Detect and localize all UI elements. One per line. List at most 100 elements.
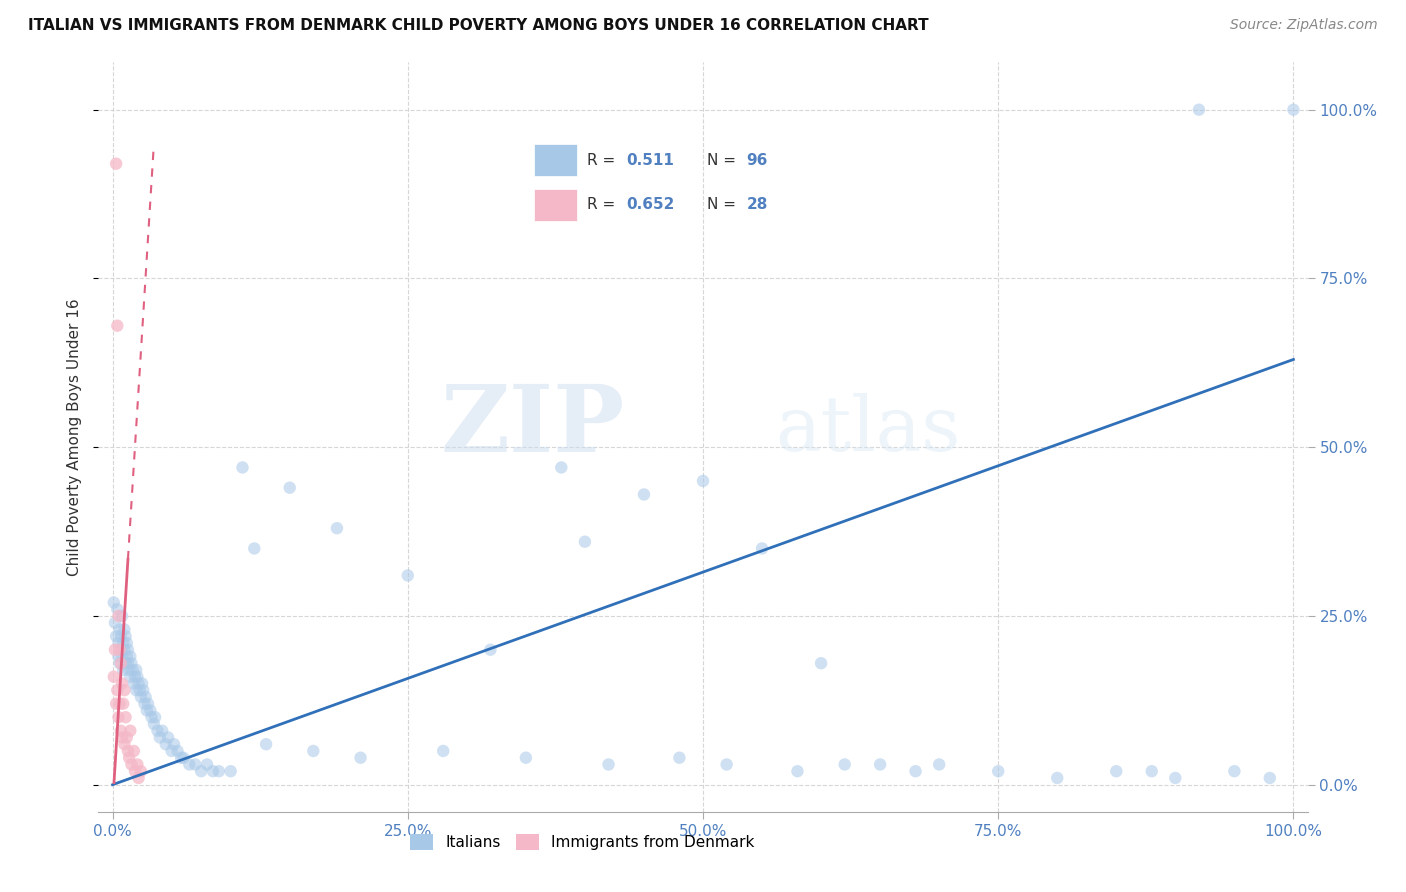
Italians	[110, 629, 132, 643]
Italians	[1105, 764, 1128, 779]
Immigrants from Denmark	[120, 723, 142, 738]
Italians	[135, 703, 157, 717]
Immigrants from Denmark	[110, 723, 132, 738]
Italians	[231, 460, 253, 475]
Italians	[219, 764, 242, 779]
Italians	[598, 757, 620, 772]
Italians	[432, 744, 454, 758]
Italians	[124, 670, 146, 684]
Italians	[278, 481, 301, 495]
Italians	[121, 663, 143, 677]
Italians	[163, 737, 186, 751]
Italians	[143, 710, 166, 724]
Italians	[107, 649, 129, 664]
Italians	[349, 750, 371, 764]
Italians	[479, 642, 502, 657]
Italians	[1223, 764, 1246, 779]
Text: R =: R =	[586, 153, 620, 168]
Italians	[1282, 103, 1305, 117]
Text: 0.652: 0.652	[626, 197, 673, 212]
Italians	[190, 764, 212, 779]
FancyBboxPatch shape	[534, 189, 576, 221]
Italians	[1258, 771, 1281, 785]
Immigrants from Denmark	[128, 771, 150, 785]
Italians	[149, 731, 172, 745]
Legend: Italians, Immigrants from Denmark: Italians, Immigrants from Denmark	[404, 829, 761, 856]
Italians	[751, 541, 773, 556]
Italians	[131, 676, 153, 690]
Italians	[692, 474, 714, 488]
Immigrants from Denmark	[107, 710, 129, 724]
Italians	[105, 629, 128, 643]
Italians	[118, 663, 141, 677]
Italians	[114, 657, 136, 671]
Italians	[1164, 771, 1187, 785]
Immigrants from Denmark	[112, 697, 135, 711]
Text: ZIP: ZIP	[440, 381, 624, 471]
Immigrants from Denmark	[111, 676, 134, 690]
Text: ITALIAN VS IMMIGRANTS FROM DENMARK CHILD POVERTY AMONG BOYS UNDER 16 CORRELATION: ITALIAN VS IMMIGRANTS FROM DENMARK CHILD…	[28, 18, 929, 33]
Immigrants from Denmark	[118, 750, 141, 764]
Italians	[155, 737, 177, 751]
Italians	[121, 657, 143, 671]
Immigrants from Denmark	[110, 657, 132, 671]
Italians	[115, 636, 138, 650]
Immigrants from Denmark	[112, 683, 135, 698]
Italians	[128, 676, 150, 690]
Italians	[111, 609, 134, 624]
Italians	[135, 690, 157, 704]
Immigrants from Denmark	[111, 731, 134, 745]
Italians	[254, 737, 277, 751]
Italians	[103, 595, 125, 609]
Italians	[134, 697, 156, 711]
Italians	[112, 636, 135, 650]
Italians	[108, 623, 131, 637]
Italians	[117, 642, 139, 657]
Italians	[172, 750, 194, 764]
Italians	[170, 750, 193, 764]
Italians	[243, 541, 266, 556]
Italians	[112, 642, 135, 657]
Text: 96: 96	[747, 153, 768, 168]
Text: N =: N =	[707, 153, 741, 168]
Immigrants from Denmark	[104, 642, 127, 657]
Italians	[550, 460, 572, 475]
Italians	[716, 757, 738, 772]
Italians	[112, 663, 135, 677]
Italians	[987, 764, 1010, 779]
Immigrants from Denmark	[124, 764, 146, 779]
Italians	[141, 710, 163, 724]
Immigrants from Denmark	[129, 764, 152, 779]
Italians	[125, 663, 148, 677]
Italians	[201, 764, 224, 779]
Immigrants from Denmark	[122, 744, 145, 758]
Italians	[515, 750, 537, 764]
Italians	[117, 657, 139, 671]
Italians	[184, 757, 207, 772]
Text: atlas: atlas	[776, 392, 960, 467]
Italians	[157, 731, 180, 745]
Italians	[114, 629, 136, 643]
Immigrants from Denmark	[108, 642, 131, 657]
Italians	[160, 744, 183, 758]
Y-axis label: Child Poverty Among Boys Under 16: Child Poverty Among Boys Under 16	[67, 298, 83, 576]
Italians	[668, 750, 690, 764]
Text: N =: N =	[707, 197, 741, 212]
Italians	[108, 657, 131, 671]
Immigrants from Denmark	[112, 737, 135, 751]
Italians	[928, 757, 950, 772]
Italians	[869, 757, 891, 772]
Italians	[104, 615, 127, 630]
Italians	[125, 683, 148, 698]
Italians	[139, 703, 162, 717]
Italians	[208, 764, 231, 779]
Italians	[112, 623, 135, 637]
Immigrants from Denmark	[105, 318, 128, 333]
Italians	[142, 717, 165, 731]
Italians	[396, 568, 419, 582]
Immigrants from Denmark	[105, 157, 128, 171]
Italians	[110, 642, 132, 657]
Italians	[179, 757, 201, 772]
Immigrants from Denmark	[103, 670, 125, 684]
Immigrants from Denmark	[105, 697, 128, 711]
